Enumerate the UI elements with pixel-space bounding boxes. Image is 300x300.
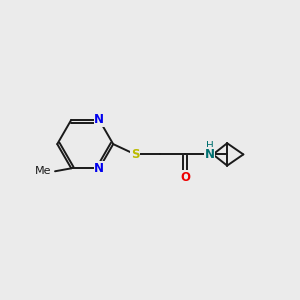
- Text: N: N: [94, 162, 104, 175]
- Text: N: N: [205, 148, 214, 161]
- Text: S: S: [131, 148, 140, 161]
- Text: O: O: [180, 171, 190, 184]
- Text: N: N: [94, 113, 104, 126]
- Text: H: H: [206, 141, 213, 151]
- Text: Me: Me: [35, 166, 52, 176]
